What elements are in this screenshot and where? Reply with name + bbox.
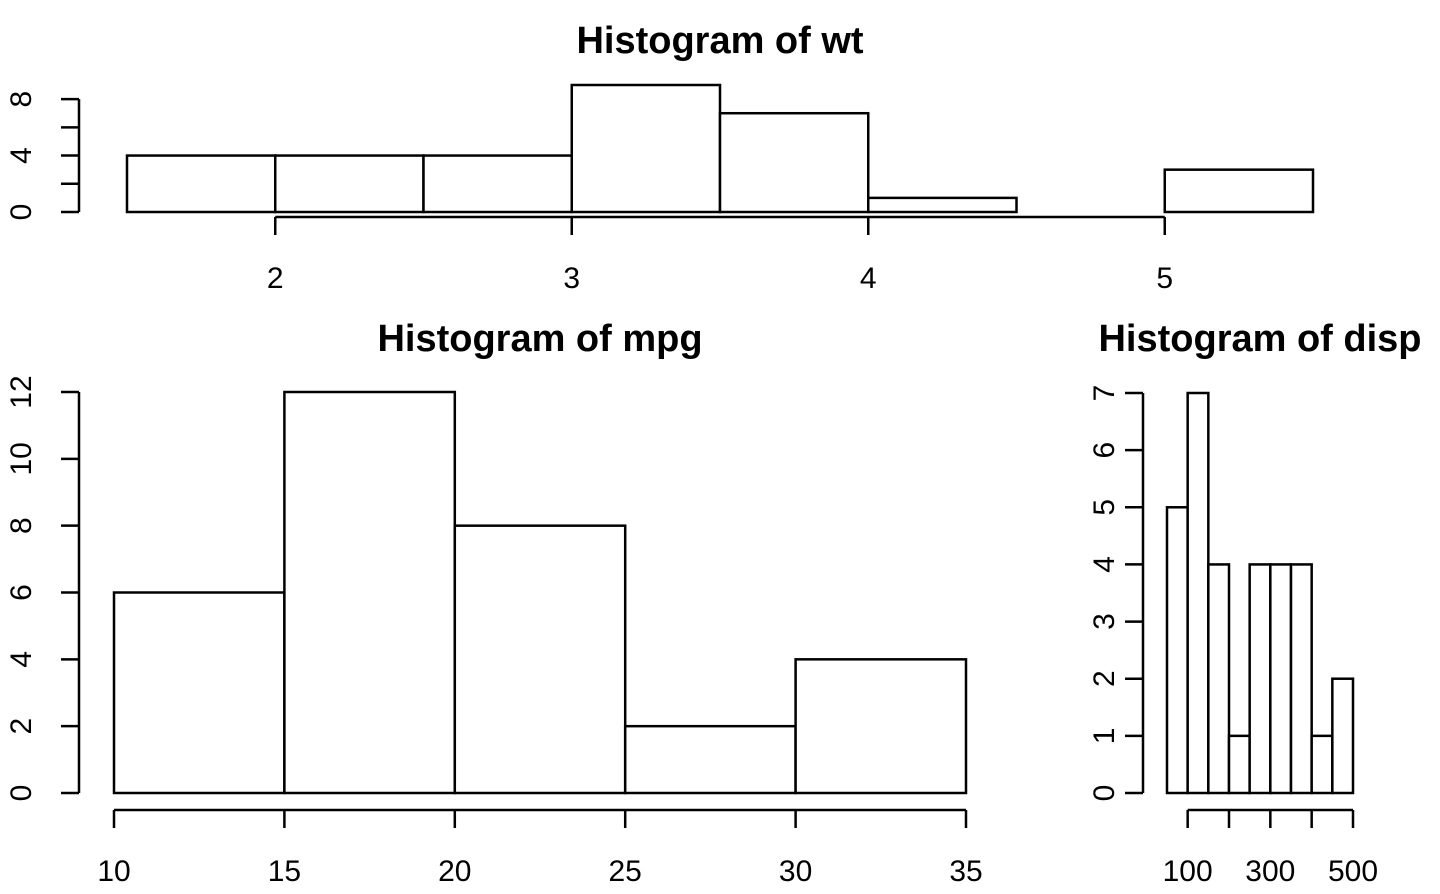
histogram-disp-x-tick-label: 300 [1245,855,1295,888]
histogram-mpg-x-tick-label: 30 [779,855,812,888]
histogram-mpg-x-tick-label: 10 [97,855,130,888]
histogram-disp-x-tick-label: 500 [1328,855,1378,888]
histogram-disp-title: Histogram of disp [1098,318,1421,360]
histogram-disp-y-tick-label: 6 [1088,442,1121,459]
histogram-disp-bar [1310,734,1334,795]
histogram-mpg-y-tick-label: 6 [5,584,38,601]
histogram-wt-bar [1163,168,1315,214]
histogram-mpg-bar [453,524,627,795]
histogram-wt-x-tick-label: 3 [563,262,580,295]
histogram-wt-panel: Histogram of wt 0 4 8 2 3 4 5 [5,20,1315,295]
histogram-disp-panel: Histogram of disp 0 1 2 3 4 5 6 7 100 300 500 [1088,318,1422,888]
histogram-mpg-bar [623,724,797,795]
histogram-mpg-x-tick-label: 15 [268,855,301,888]
histogram-mpg-y-tick-label: 4 [5,651,38,668]
histogram-mpg-bar [283,390,457,795]
histogram-wt-x-tick-label: 4 [860,262,877,295]
histogram-mpg-title: Histogram of mpg [377,318,702,360]
histogram-wt-y-tick-label: 4 [5,147,38,164]
histogram-wt-x-tick-label: 2 [267,262,284,295]
histogram-mpg-x-tick-label: 20 [438,855,471,888]
histogram-wt-bar [422,154,573,214]
histogram-disp-bar [1186,391,1210,795]
histogram-disp-y-tick-label: 2 [1088,670,1121,687]
histogram-disp-bar [1289,563,1313,795]
histogram-wt-y-tick-label: 8 [5,91,38,108]
histogram-mpg-bar [112,591,286,795]
histogram-disp-y-tick-label: 4 [1088,556,1121,573]
histogram-wt-bar [125,154,277,214]
histogram-wt-y-tick-label: 0 [5,204,38,221]
histogram-mpg-y-tick-label: 2 [5,718,38,735]
histogram-disp-bar [1227,734,1251,795]
histogram-disp-y-tick-label: 0 [1088,785,1121,802]
histogram-disp-x-tick-label: 100 [1163,855,1213,888]
histogram-mpg-x-tick-label: 25 [609,855,642,888]
histogram-wt-bar [274,154,425,214]
histogram-disp-bar [1269,563,1293,795]
histogram-disp-y-tick-label: 5 [1088,499,1121,516]
histogram-wt-bar [570,83,722,214]
histogram-mpg-y-tick-label: 8 [5,517,38,534]
histogram-disp-y-tick-label: 3 [1088,613,1121,630]
histogram-mpg-y-tick-label: 10 [5,442,38,475]
histogram-wt-bar [718,111,870,214]
histogram-disp-y-tick-label: 7 [1088,385,1121,402]
histogram-mpg-bar [794,658,968,795]
histogram-disp-bar [1248,563,1272,795]
histogram-mpg-panel: Histogram of mpg 0 2 4 6 8 10 12 10 15 20 25 30 35 [5,318,983,888]
histogram-wt-x-tick-label: 5 [1156,262,1173,295]
histogram-mpg-x-tick-label: 35 [949,855,982,888]
histogram-mpg-y-tick-label: 0 [5,785,38,802]
histogram-mpg-y-tick-label: 12 [5,375,38,408]
histogram-disp-y-tick-label: 1 [1088,728,1121,745]
histogram-disp-bar [1331,677,1355,795]
histogram-disp-bar [1207,563,1231,795]
histogram-wt-bar [867,196,1018,214]
histogram-wt-title: Histogram of wt [576,20,863,62]
histogram-disp-bar [1165,506,1189,795]
